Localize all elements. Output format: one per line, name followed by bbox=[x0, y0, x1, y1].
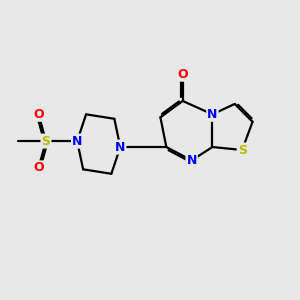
Text: O: O bbox=[33, 108, 44, 121]
Text: N: N bbox=[186, 154, 197, 167]
Text: S: S bbox=[238, 143, 247, 157]
Text: N: N bbox=[115, 140, 125, 154]
Text: S: S bbox=[41, 135, 50, 148]
Text: O: O bbox=[177, 68, 188, 81]
Text: O: O bbox=[33, 161, 44, 174]
Text: N: N bbox=[207, 108, 218, 121]
Text: N: N bbox=[72, 135, 83, 148]
